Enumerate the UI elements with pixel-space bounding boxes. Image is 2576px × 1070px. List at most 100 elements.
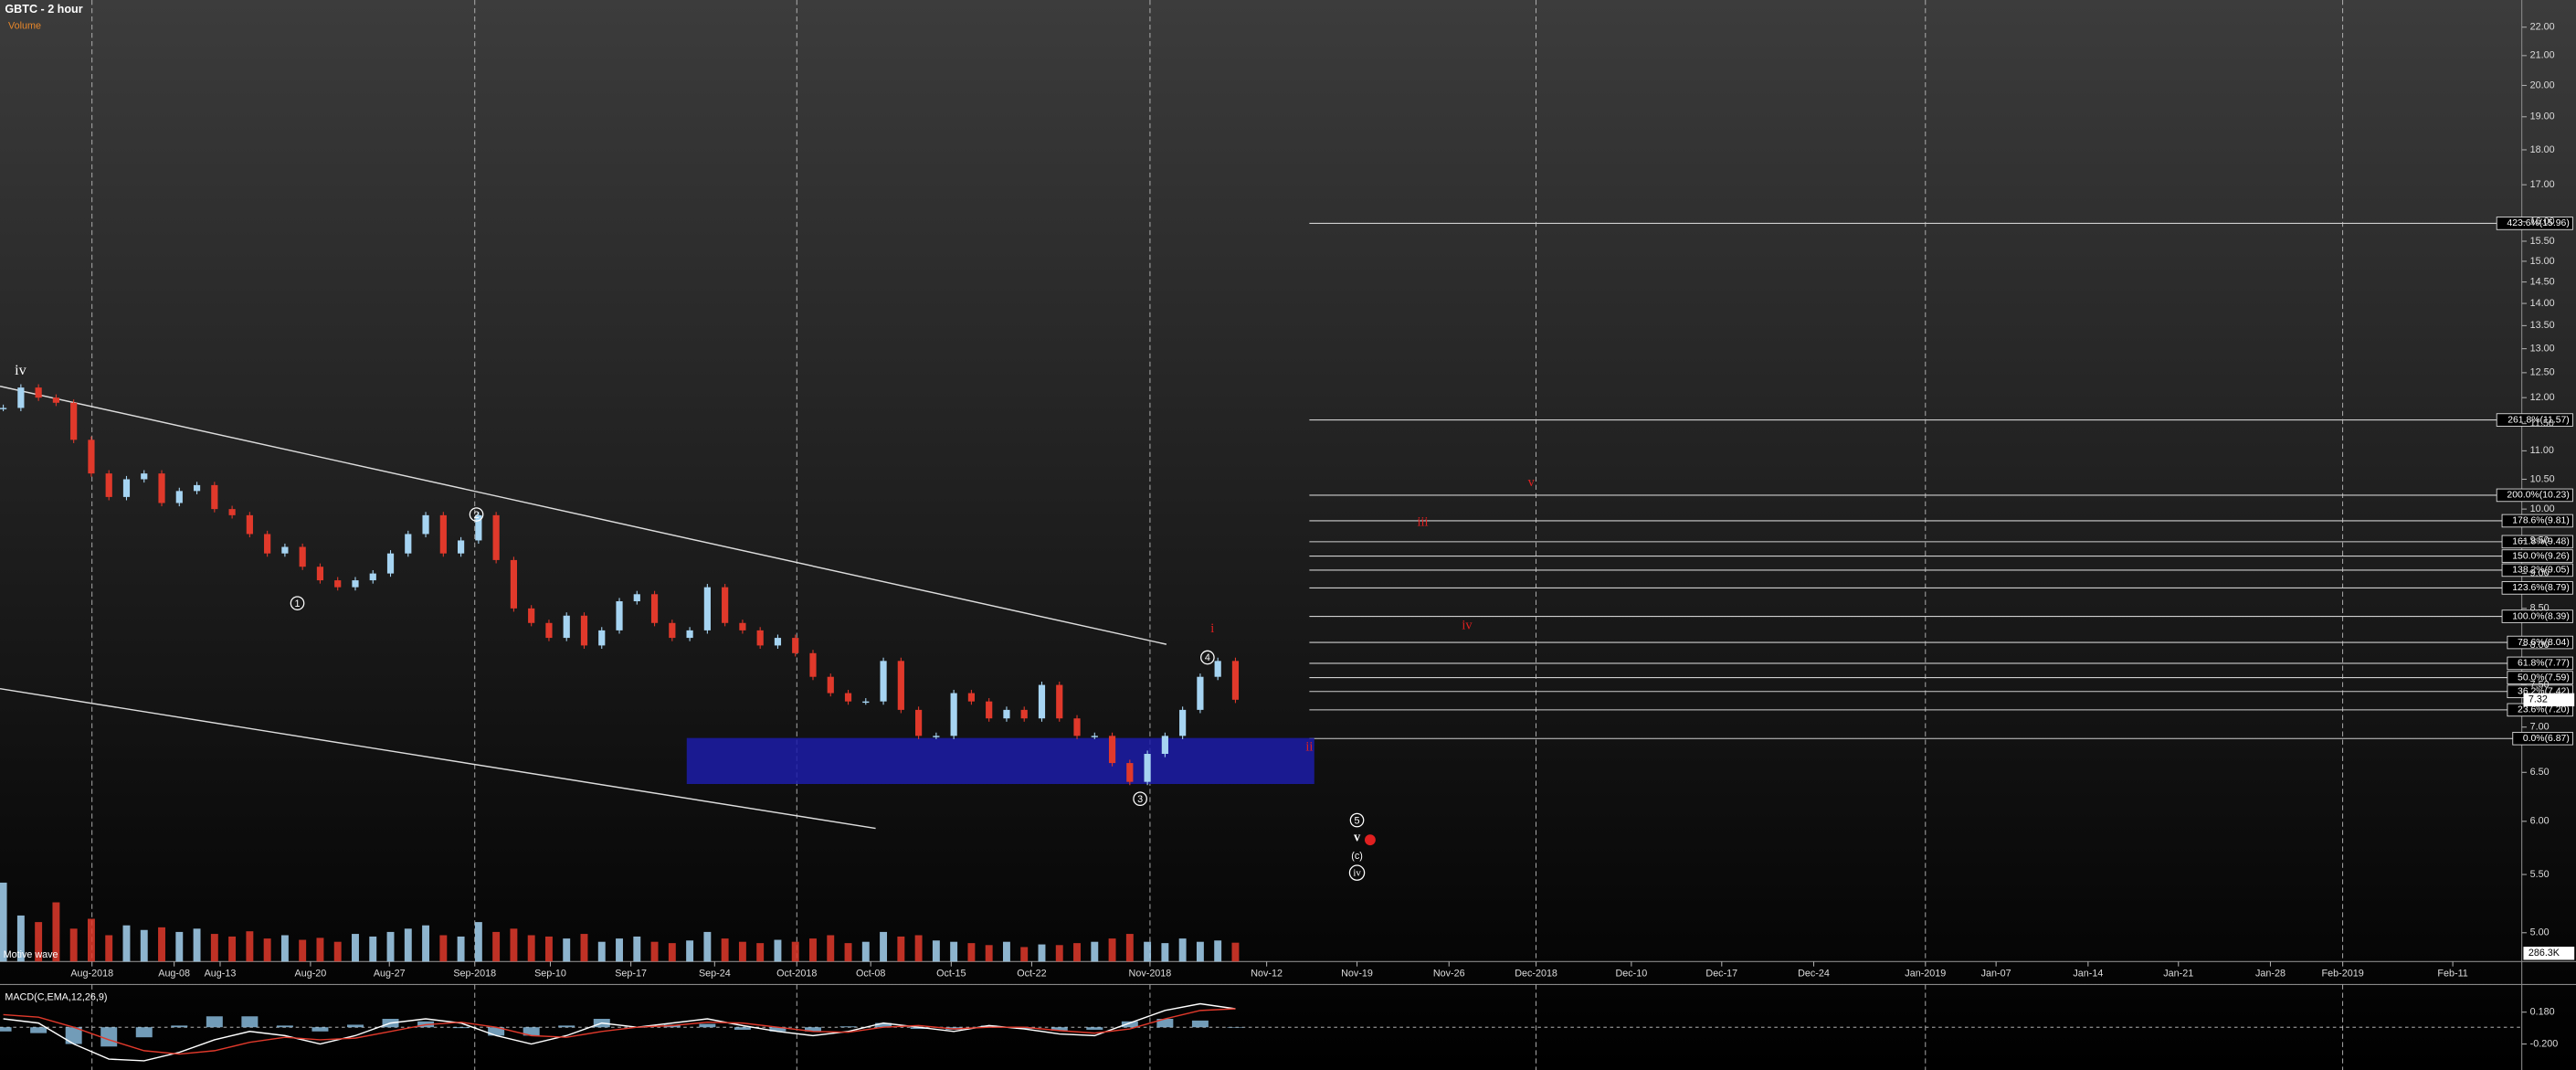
- fib-label: 50.0%(7.59): [2518, 673, 2570, 683]
- volume-bar: [422, 925, 430, 962]
- macd-histogram-bar: [488, 1027, 505, 1036]
- wave-label: i: [1210, 621, 1214, 636]
- candle: [264, 534, 271, 554]
- wave-marker: 1: [290, 596, 305, 610]
- wave-label: 5: [1355, 815, 1360, 826]
- x-tick-label: Feb-11: [2437, 969, 2467, 980]
- volume-bar: [950, 941, 958, 962]
- fib-label: 423.6%(15.96): [2507, 218, 2569, 228]
- macd-histogram-bar: [875, 1022, 892, 1028]
- wave-label: v: [1528, 475, 1536, 490]
- candle: [650, 594, 659, 623]
- macd-histogram-bar: [1016, 1027, 1033, 1030]
- candle: [422, 514, 429, 535]
- candle: [1108, 736, 1116, 764]
- macd-histogram-bar: [276, 1025, 293, 1028]
- volume-bar: [668, 943, 676, 962]
- x-tick-label: Nov-19: [1341, 969, 1373, 980]
- volume-bar: [633, 936, 641, 962]
- x-tick-label: Jan-28: [2255, 969, 2286, 980]
- y-tick-label: 9.00: [2530, 567, 2550, 578]
- macd-histogram-bar: [910, 1027, 927, 1030]
- y-tick-label: 11.00: [2530, 445, 2554, 456]
- y-tick-label: 8.00: [2530, 640, 2550, 651]
- candle: [334, 580, 342, 588]
- wave-label: (c): [1351, 851, 1363, 862]
- candle: [52, 397, 60, 403]
- macd-histogram-bar: [1227, 1027, 1244, 1028]
- x-tick-label: Nov-26: [1433, 969, 1465, 980]
- y-tick-label: 14.00: [2530, 298, 2555, 309]
- macd-tick-label: -0.200: [2530, 1038, 2559, 1049]
- volume-bar: [52, 902, 60, 962]
- volume-bar: [1020, 947, 1029, 962]
- y-tick-label: 11.50: [2530, 418, 2554, 429]
- wave-marker: 5: [1349, 812, 1365, 828]
- fib-label-box: [2496, 488, 2573, 503]
- y-tick-label: 19.00: [2530, 111, 2555, 122]
- fib-label: 150.0%(9.26): [2512, 551, 2570, 561]
- wave-label: 2: [474, 510, 480, 521]
- wave-label: 1: [295, 599, 301, 609]
- volume-bar: [809, 938, 817, 962]
- y-tick-label: 8.50: [2530, 603, 2550, 614]
- volume-bar: [210, 934, 218, 962]
- wave-marker: 4: [1200, 650, 1215, 665]
- candle: [281, 546, 289, 554]
- channel-line: [0, 687, 876, 830]
- wave-circle: [469, 507, 484, 522]
- data-layer: [0, 384, 1244, 1062]
- volume-bar: [158, 927, 165, 962]
- x-tick-label: Dec-24: [1798, 969, 1830, 980]
- candle: [17, 387, 25, 408]
- macd-histogram-bar: [734, 1027, 751, 1030]
- y-tick-label: 14.50: [2530, 276, 2555, 287]
- fib-label-box: [2501, 549, 2573, 563]
- volume-bar: [333, 941, 342, 962]
- candle: [35, 387, 42, 398]
- y-tick-label: 15.50: [2530, 236, 2555, 247]
- candle: [756, 630, 764, 646]
- fib-label: 200.0%(10.23): [2507, 491, 2569, 501]
- macd-histogram-bar: [1156, 1019, 1174, 1028]
- y-tick-label: 18.00: [2530, 144, 2555, 155]
- volume-bar: [703, 931, 712, 962]
- macd-histogram-bar: [30, 1027, 48, 1033]
- fib-label-box: [2496, 217, 2573, 230]
- x-tick-label: Feb-2019: [2322, 969, 2364, 980]
- volume-bar: [352, 934, 359, 962]
- candle: [827, 676, 834, 694]
- candle: [1197, 676, 1204, 710]
- macd-histogram-bar: [0, 1027, 12, 1032]
- x-tick-label: Aug-08: [158, 969, 190, 980]
- candle: [616, 601, 623, 630]
- y-tick-label: 16.00: [2530, 217, 2555, 228]
- candle: [1179, 709, 1187, 736]
- candle: [598, 630, 606, 646]
- macd-macd-line: [3, 1002, 1236, 1062]
- x-tick-label: Oct-2018: [776, 969, 817, 980]
- candle: [880, 661, 887, 702]
- fib-label-box: [2501, 581, 2573, 595]
- wave-circle: [1349, 812, 1365, 828]
- wave-label: iv: [1462, 619, 1473, 633]
- candle: [1056, 684, 1063, 719]
- y-tick-label: 20.00: [2530, 79, 2555, 90]
- volume-bar: [16, 915, 25, 962]
- wave-label: iv: [1353, 868, 1361, 879]
- macd-histogram-bar: [1121, 1021, 1138, 1028]
- candle: [352, 580, 359, 588]
- candle: [1020, 709, 1028, 719]
- volume-bar: [404, 928, 412, 962]
- candle: [316, 567, 324, 581]
- y-tick-label: 9.50: [2530, 535, 2550, 546]
- candle: [1231, 661, 1240, 700]
- volume-bar: [932, 940, 940, 962]
- volume-bar: [580, 934, 588, 962]
- wave-circle: [1348, 864, 1366, 881]
- wave-label: iii: [1417, 514, 1428, 529]
- volume-bar: [721, 938, 729, 962]
- x-tick-label: Jan-14: [2073, 969, 2103, 980]
- macd-title: MACD(C,EMA,12,26,9): [5, 992, 107, 1003]
- x-tick-label: Oct-15: [936, 969, 966, 980]
